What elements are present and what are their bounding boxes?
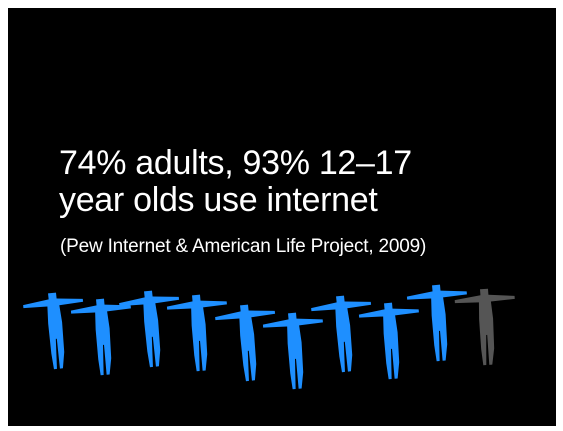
person-figure: [166, 294, 227, 372]
slide-panel: 74% adults, 93% 12–17 year olds use inte…: [8, 8, 556, 426]
person-figure: [406, 284, 467, 362]
person-figure: [262, 312, 323, 390]
person-figure: [358, 302, 419, 380]
figure-layer: [23, 284, 515, 390]
person-figure: [454, 288, 515, 366]
citation: (Pew Internet & American Life Project, 2…: [60, 236, 427, 257]
headline-line-2: year olds use internet: [59, 181, 378, 219]
headline-line-1: 74% adults, 93% 12–17: [59, 144, 412, 182]
person-figure: [23, 292, 84, 370]
person-figure: [119, 290, 180, 368]
headline: 74% adults, 93% 12–17 year olds use inte…: [59, 145, 412, 219]
person-figure: [311, 295, 372, 373]
person-figure: [70, 298, 131, 376]
people-pictogram: [23, 284, 515, 390]
person-figure: [215, 304, 276, 382]
